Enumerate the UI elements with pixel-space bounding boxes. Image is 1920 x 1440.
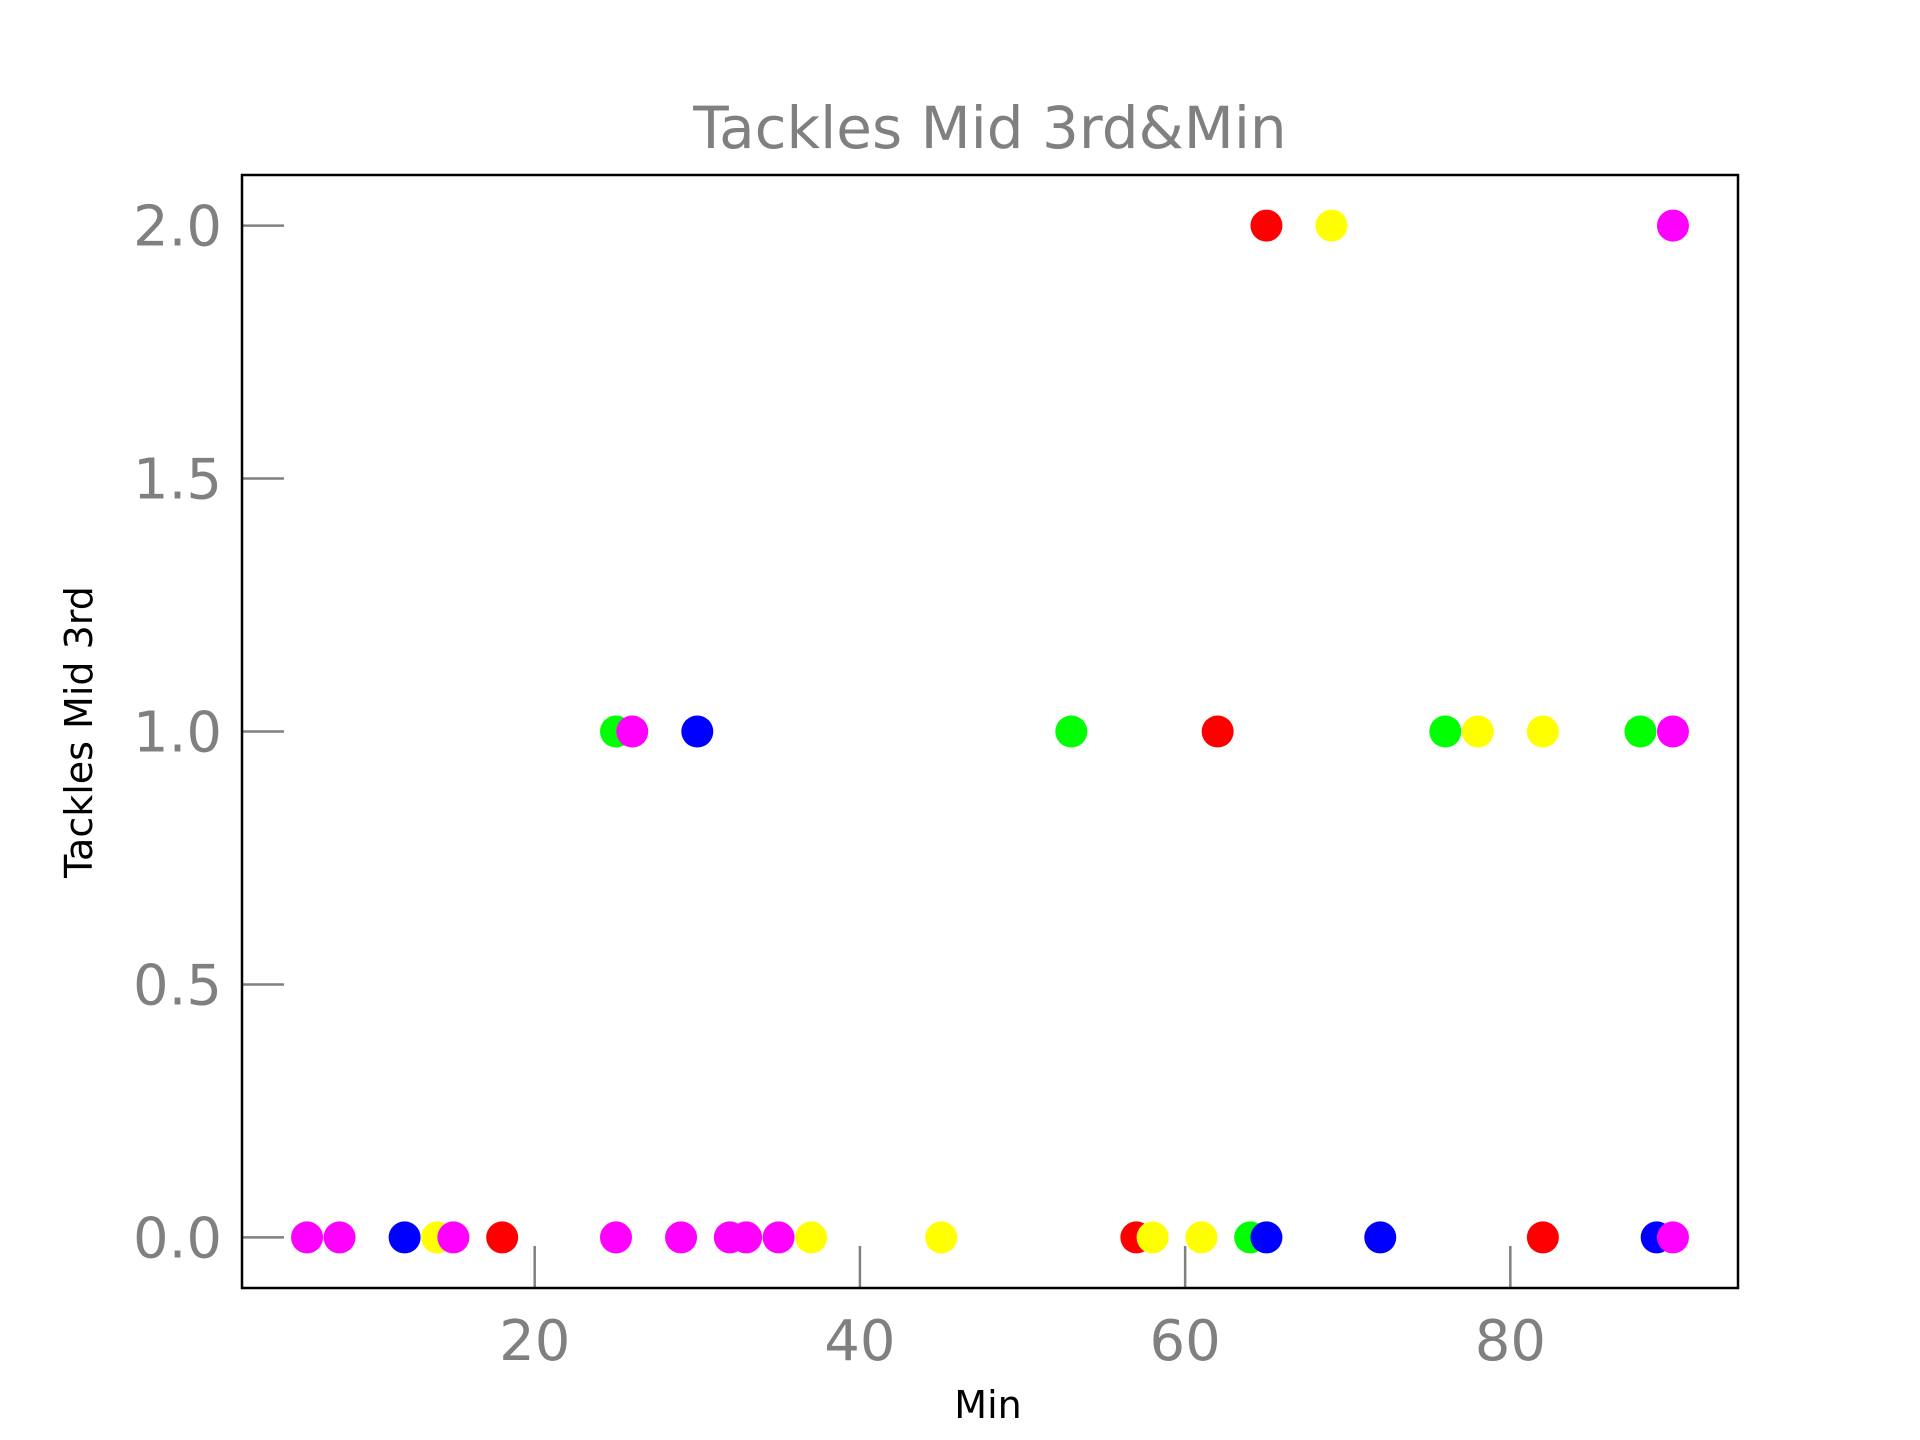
scatter-point xyxy=(1656,209,1689,242)
y-tick-label: 0.5 xyxy=(133,953,222,1018)
scatter-point xyxy=(1250,1221,1283,1254)
scatter-point xyxy=(1055,715,1088,748)
scatter-point xyxy=(1185,1221,1218,1254)
scatter-point xyxy=(600,1221,632,1254)
scatter-point xyxy=(1656,715,1689,748)
scatter-point xyxy=(1526,715,1559,748)
scatter-point xyxy=(1201,715,1234,748)
scatter-point xyxy=(762,1221,795,1254)
scatter-point xyxy=(388,1221,421,1254)
x-tick-label: 20 xyxy=(499,1309,570,1374)
scatter-point xyxy=(1461,715,1494,748)
axis-ticks: 20 40 60 80 0.0 0.5 1.0 1.5 2.0 xyxy=(133,195,1546,1374)
x-axis-label: Min xyxy=(954,1383,1021,1427)
scatter-point xyxy=(681,715,714,748)
scatter-point xyxy=(1364,1221,1397,1254)
data-points xyxy=(291,209,1689,1254)
scatter-point xyxy=(1315,209,1348,242)
scatter-point xyxy=(795,1221,828,1254)
scatter-point xyxy=(665,1221,698,1254)
x-tick-label: 80 xyxy=(1475,1309,1546,1374)
y-tick-label: 0.0 xyxy=(133,1206,222,1271)
x-tick-label: 40 xyxy=(824,1309,895,1374)
scatter-point xyxy=(1656,1221,1689,1254)
scatter-point xyxy=(1429,715,1462,748)
y-axis-label: Tackles Mid 3rd xyxy=(57,586,101,879)
scatter-point xyxy=(291,1221,324,1254)
scatter-point xyxy=(1624,715,1657,748)
scatter-point xyxy=(730,1221,763,1254)
scatter-point xyxy=(1526,1221,1559,1254)
x-tick-label: 60 xyxy=(1149,1309,1220,1374)
y-tick-label: 2.0 xyxy=(133,195,222,260)
y-tick-label: 1.5 xyxy=(133,448,222,513)
plot-frame xyxy=(240,173,1740,1290)
scatter-point xyxy=(486,1221,519,1254)
y-tick-label: 1.0 xyxy=(133,701,222,766)
scatter-point xyxy=(1250,209,1283,242)
scatter-point xyxy=(1136,1221,1169,1254)
scatter-point xyxy=(925,1221,958,1254)
scatter-point xyxy=(323,1221,356,1254)
chart-title: Tackles Mid 3rd&Min xyxy=(692,94,1286,162)
scatter-point xyxy=(437,1221,470,1254)
scatter-point xyxy=(616,715,649,748)
